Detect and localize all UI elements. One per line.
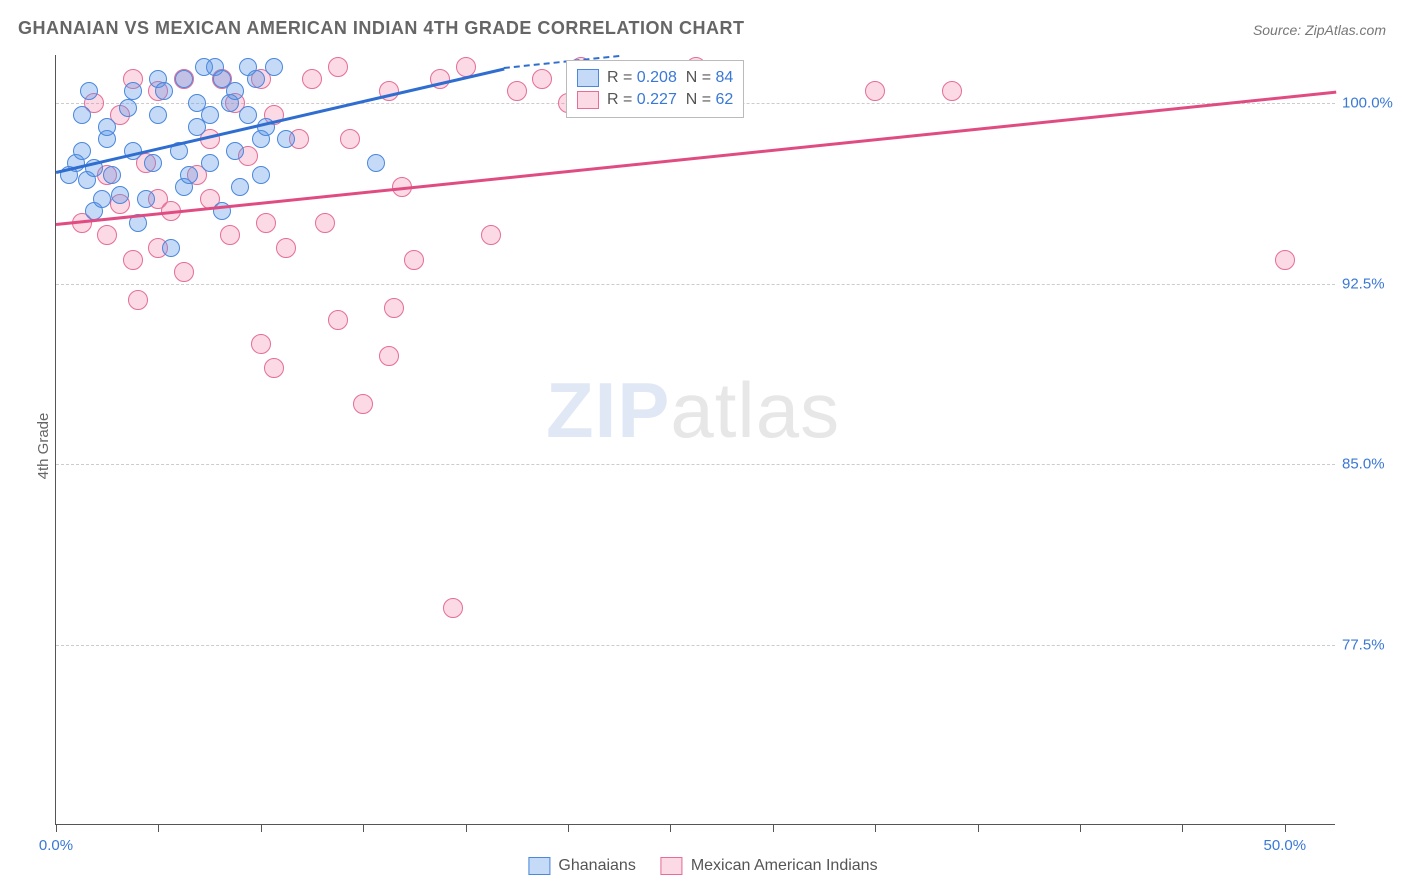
x-tick bbox=[261, 824, 262, 832]
scatter-point bbox=[144, 154, 162, 172]
y-tick-label: 77.5% bbox=[1342, 636, 1397, 653]
scatter-point bbox=[162, 239, 180, 257]
scatter-point bbox=[265, 58, 283, 76]
legend-swatch bbox=[528, 857, 550, 875]
scatter-point bbox=[379, 346, 399, 366]
stats-legend-text: R = 0.208 N = 84 bbox=[607, 69, 733, 87]
scatter-point bbox=[256, 213, 276, 233]
y-tick-label: 100.0% bbox=[1342, 95, 1397, 112]
stats-legend-row: R = 0.208 N = 84 bbox=[577, 67, 733, 89]
scatter-point bbox=[174, 262, 194, 282]
gridline bbox=[56, 284, 1335, 285]
scatter-point bbox=[315, 213, 335, 233]
watermark-zip: ZIP bbox=[546, 366, 670, 454]
x-tick bbox=[1182, 824, 1183, 832]
scatter-point bbox=[404, 250, 424, 270]
bottom-legend: Ghanaians Mexican American Indians bbox=[528, 857, 877, 875]
legend-swatch bbox=[577, 69, 599, 87]
x-tick bbox=[875, 824, 876, 832]
scatter-point bbox=[507, 81, 527, 101]
legend-item: Mexican American Indians bbox=[661, 857, 878, 875]
scatter-point bbox=[264, 358, 284, 378]
scatter-point bbox=[252, 166, 270, 184]
scatter-point bbox=[73, 142, 91, 160]
scatter-point bbox=[175, 70, 193, 88]
scatter-point bbox=[277, 130, 295, 148]
scatter-point bbox=[1275, 250, 1295, 270]
y-axis-label: 4th Grade bbox=[35, 413, 52, 480]
scatter-point bbox=[276, 238, 296, 258]
scatter-point bbox=[251, 334, 271, 354]
scatter-point bbox=[239, 106, 257, 124]
scatter-point bbox=[247, 70, 265, 88]
stats-legend-row: R = 0.227 N = 62 bbox=[577, 89, 733, 111]
scatter-point bbox=[328, 310, 348, 330]
legend-item: Ghanaians bbox=[528, 857, 635, 875]
scatter-point bbox=[532, 69, 552, 89]
x-tick-label-max: 50.0% bbox=[1264, 837, 1307, 854]
scatter-point bbox=[302, 69, 322, 89]
legend-label: Mexican American Indians bbox=[691, 857, 878, 875]
scatter-point bbox=[97, 225, 117, 245]
scatter-point bbox=[353, 394, 373, 414]
scatter-point bbox=[73, 106, 91, 124]
x-tick bbox=[56, 824, 57, 832]
scatter-point bbox=[124, 82, 142, 100]
x-tick bbox=[466, 824, 467, 832]
scatter-point bbox=[328, 57, 348, 77]
gridline bbox=[56, 464, 1335, 465]
scatter-point bbox=[180, 166, 198, 184]
scatter-point bbox=[367, 154, 385, 172]
scatter-point bbox=[93, 190, 111, 208]
scatter-point bbox=[231, 178, 249, 196]
x-tick bbox=[363, 824, 364, 832]
x-tick bbox=[670, 824, 671, 832]
plot-area: ZIPatlas 100.0%92.5%85.0%77.5%0.0%50.0%R… bbox=[55, 55, 1335, 825]
watermark: ZIPatlas bbox=[546, 365, 840, 456]
gridline bbox=[56, 645, 1335, 646]
scatter-point bbox=[865, 81, 885, 101]
scatter-point bbox=[226, 142, 244, 160]
scatter-point bbox=[128, 290, 148, 310]
scatter-point bbox=[98, 118, 116, 136]
scatter-point bbox=[201, 106, 219, 124]
source-label: Source: ZipAtlas.com bbox=[1253, 22, 1386, 38]
y-tick-label: 85.0% bbox=[1342, 456, 1397, 473]
scatter-point bbox=[942, 81, 962, 101]
chart-title: GHANAIAN VS MEXICAN AMERICAN INDIAN 4TH … bbox=[18, 18, 745, 39]
x-tick bbox=[1285, 824, 1286, 832]
scatter-point bbox=[481, 225, 501, 245]
scatter-point bbox=[340, 129, 360, 149]
scatter-point bbox=[149, 106, 167, 124]
scatter-point bbox=[137, 190, 155, 208]
scatter-point bbox=[80, 82, 98, 100]
x-tick bbox=[1080, 824, 1081, 832]
scatter-point bbox=[111, 186, 129, 204]
chart-container: GHANAIAN VS MEXICAN AMERICAN INDIAN 4TH … bbox=[0, 0, 1406, 892]
stats-legend-text: R = 0.227 N = 62 bbox=[607, 91, 733, 109]
watermark-atlas: atlas bbox=[670, 366, 840, 454]
x-tick bbox=[158, 824, 159, 832]
scatter-point bbox=[443, 598, 463, 618]
scatter-point bbox=[226, 82, 244, 100]
stats-legend: R = 0.208 N = 84 R = 0.227 N = 62 bbox=[566, 60, 744, 118]
legend-swatch bbox=[661, 857, 683, 875]
scatter-point bbox=[155, 82, 173, 100]
x-tick-label-min: 0.0% bbox=[39, 837, 73, 854]
scatter-point bbox=[384, 298, 404, 318]
scatter-point bbox=[119, 99, 137, 117]
legend-swatch bbox=[577, 91, 599, 109]
legend-label: Ghanaians bbox=[558, 857, 635, 875]
scatter-point bbox=[220, 225, 240, 245]
x-tick bbox=[568, 824, 569, 832]
scatter-point bbox=[201, 154, 219, 172]
scatter-point bbox=[123, 250, 143, 270]
scatter-point bbox=[103, 166, 121, 184]
x-tick bbox=[978, 824, 979, 832]
x-tick bbox=[773, 824, 774, 832]
y-tick-label: 92.5% bbox=[1342, 275, 1397, 292]
